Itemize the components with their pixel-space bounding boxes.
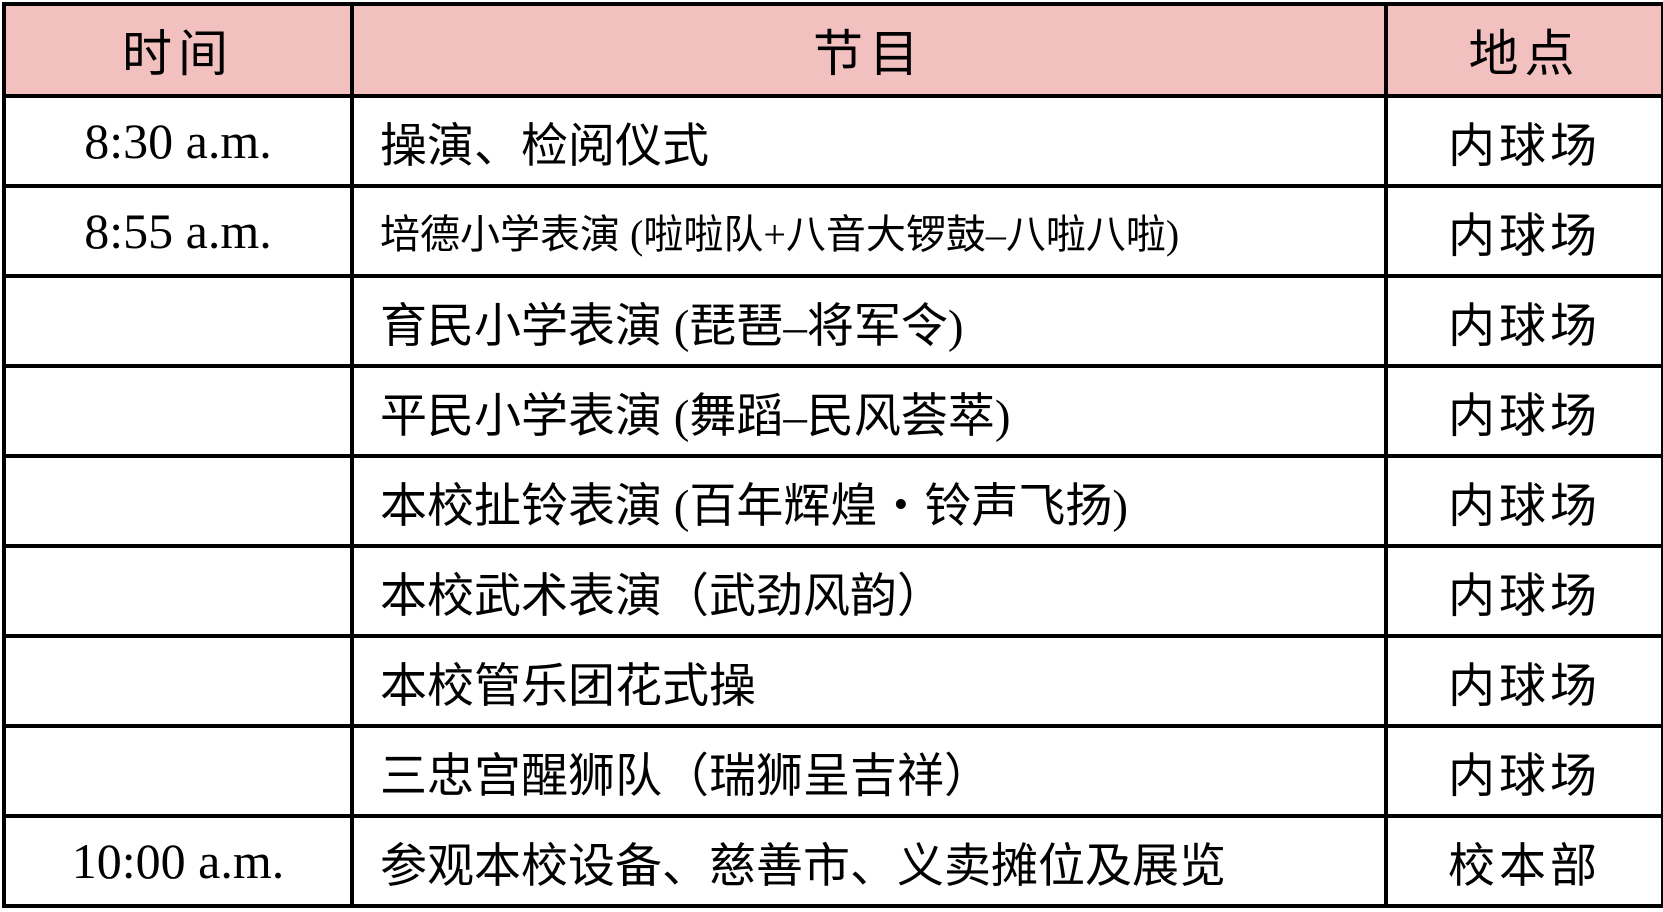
table-row: 平民小学表演 (舞蹈–民风荟萃) 内球场 (2, 364, 1663, 458)
time-cell (2, 454, 354, 548)
program-cell: 育民小学表演 (琵琶–将军令) (350, 274, 1388, 368)
location-cell: 内球场 (1384, 184, 1663, 278)
location-cell: 内球场 (1384, 274, 1663, 368)
program-cell: 参观本校设备、慈善市、义卖摊位及展览 (350, 814, 1388, 908)
time-cell (2, 634, 354, 728)
table-row: 本校扯铃表演 (百年辉煌・铃声飞扬) 内球场 (2, 454, 1663, 548)
location-cell: 内球场 (1384, 634, 1663, 728)
table-row: 本校管乐团花式操 内球场 (2, 634, 1663, 728)
time-cell (2, 724, 354, 818)
location-cell: 内球场 (1384, 454, 1663, 548)
location-cell: 内球场 (1384, 94, 1663, 188)
table-row: 育民小学表演 (琵琶–将军令) 内球场 (2, 274, 1663, 368)
time-cell: 10:00 a.m. (2, 814, 354, 908)
program-cell: 操演、检阅仪式 (350, 94, 1388, 188)
program-cell: 三忠宫醒狮队（瑞狮呈吉祥） (350, 724, 1388, 818)
time-cell: 8:55 a.m. (2, 184, 354, 278)
location-cell: 内球场 (1384, 364, 1663, 458)
program-cell: 培德小学表演 (啦啦队+八音大锣鼓–八啦八啦) (350, 184, 1388, 278)
program-cell: 平民小学表演 (舞蹈–民风荟萃) (350, 364, 1388, 458)
location-cell: 内球场 (1384, 724, 1663, 818)
column-header-program: 节目 (350, 2, 1388, 98)
location-cell: 校本部 (1384, 814, 1663, 908)
column-header-location: 地点 (1384, 2, 1663, 98)
column-header-time: 时间 (2, 2, 354, 98)
table-header-row: 时间 节目 地点 (2, 2, 1663, 98)
time-cell (2, 274, 354, 368)
program-cell: 本校管乐团花式操 (350, 634, 1388, 728)
location-cell: 内球场 (1384, 544, 1663, 638)
table-row: 10:00 a.m. 参观本校设备、慈善市、义卖摊位及展览 校本部 (2, 814, 1663, 908)
table-row: 本校武术表演（武劲风韵） 内球场 (2, 544, 1663, 638)
table-row: 8:30 a.m. 操演、检阅仪式 内球场 (2, 94, 1663, 188)
program-cell: 本校扯铃表演 (百年辉煌・铃声飞扬) (350, 454, 1388, 548)
program-cell: 本校武术表演（武劲风韵） (350, 544, 1388, 638)
table-row: 8:55 a.m. 培德小学表演 (啦啦队+八音大锣鼓–八啦八啦) 内球场 (2, 184, 1663, 278)
time-cell (2, 544, 354, 638)
table-row: 三忠宫醒狮队（瑞狮呈吉祥） 内球场 (2, 724, 1663, 818)
time-cell (2, 364, 354, 458)
time-cell: 8:30 a.m. (2, 94, 354, 188)
